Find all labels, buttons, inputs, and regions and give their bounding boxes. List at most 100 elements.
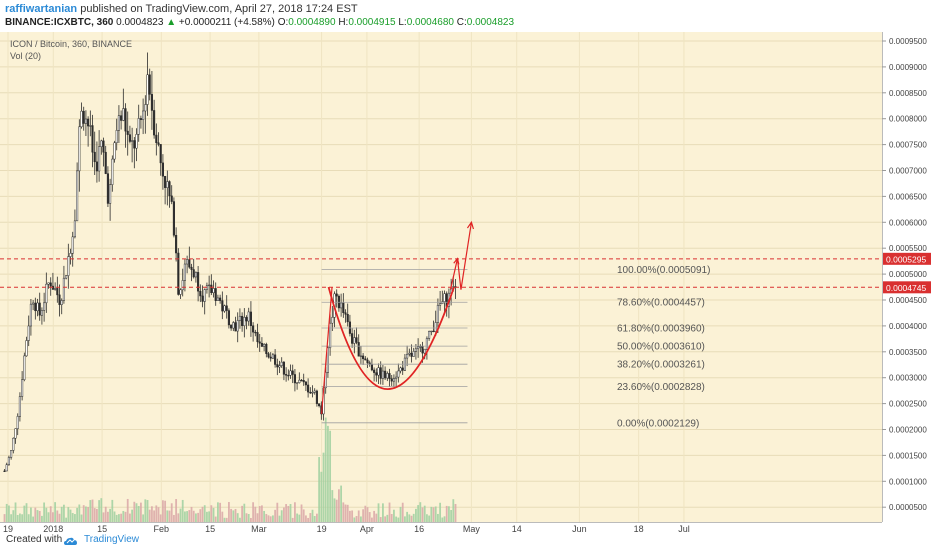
candle-body xyxy=(287,375,290,377)
candle-body xyxy=(199,290,202,297)
candle-body xyxy=(95,161,98,172)
candle-body xyxy=(412,351,415,357)
candle-body xyxy=(124,108,127,132)
candle-body xyxy=(401,367,404,371)
candle-body xyxy=(258,341,261,344)
candle-body xyxy=(192,269,195,278)
candle-body xyxy=(271,354,274,359)
candle-body xyxy=(65,275,68,279)
candle-body xyxy=(439,303,442,306)
candle-body xyxy=(355,337,358,343)
volume-bar xyxy=(243,503,246,522)
volume-bar xyxy=(164,500,167,522)
volume-bar xyxy=(56,510,59,522)
volume-bar xyxy=(203,505,206,522)
volume-bar xyxy=(307,517,310,522)
volume-bar xyxy=(349,510,351,522)
volume-bar xyxy=(331,490,334,522)
candle-body xyxy=(280,361,283,366)
volume-bar xyxy=(406,511,409,522)
volume-bar xyxy=(82,505,85,522)
volume-bar xyxy=(43,502,46,522)
volume-bar xyxy=(342,502,345,522)
volume-bar xyxy=(36,510,39,522)
volume-bar xyxy=(366,507,369,522)
candle-body xyxy=(335,293,338,297)
volume-bar xyxy=(74,514,76,522)
volume-bar xyxy=(401,502,404,522)
volume-bar xyxy=(327,425,329,522)
volume-bar xyxy=(170,503,173,522)
candle-body xyxy=(203,289,206,302)
candle-body xyxy=(131,140,134,142)
volume-bar xyxy=(155,505,158,522)
candle-body xyxy=(16,416,19,429)
symbol-label[interactable]: BINANCE:ICXBTC, 360 xyxy=(5,17,114,28)
volume-bar xyxy=(426,514,428,522)
candle-body xyxy=(329,322,332,349)
time-tick-label: 15 xyxy=(97,524,107,534)
volume-bar xyxy=(322,452,325,522)
volume-bar xyxy=(8,505,10,522)
volume-bar xyxy=(107,511,109,522)
candle-body xyxy=(225,305,228,311)
price-axis[interactable] xyxy=(882,32,932,522)
time-axis[interactable] xyxy=(0,522,882,535)
high-label: H: xyxy=(338,17,349,28)
candle-body xyxy=(263,343,266,347)
volume-bar xyxy=(294,502,296,522)
candle-body xyxy=(278,365,281,368)
price-tick-label: 0.0005000 xyxy=(889,270,927,279)
candle-body xyxy=(190,266,193,270)
candle-body xyxy=(375,372,378,376)
close-label: C: xyxy=(456,17,467,28)
volume-bar xyxy=(93,508,96,522)
level-badge-label: 0.0004745 xyxy=(886,283,926,293)
price-tick-label: 0.0004000 xyxy=(889,322,927,331)
candle-body xyxy=(260,342,263,347)
candle-body xyxy=(25,340,28,357)
candle-body xyxy=(113,142,116,160)
candle-body xyxy=(47,282,50,285)
volume-bar xyxy=(52,512,54,522)
candle-body xyxy=(285,374,288,376)
volume-bar xyxy=(320,471,323,522)
volume-bar xyxy=(291,517,294,522)
candle-body xyxy=(326,347,329,373)
author-link[interactable]: raffiwartanian xyxy=(5,3,78,15)
volume-bar xyxy=(96,508,98,522)
candle-body xyxy=(300,379,303,382)
price-tick-label: 0.0001000 xyxy=(889,477,927,486)
volume-bar xyxy=(3,514,6,522)
time-tick-label: 19 xyxy=(3,524,13,534)
level-badge xyxy=(883,281,931,294)
tradingview-link[interactable]: TradingView xyxy=(84,534,140,545)
volume-bar xyxy=(111,499,114,522)
volume-bar xyxy=(168,510,171,522)
candle-body xyxy=(392,378,395,382)
candle-body xyxy=(102,140,105,153)
candle-body xyxy=(331,317,334,324)
candle-body xyxy=(227,310,230,326)
volume-bar xyxy=(276,502,279,522)
candle-body xyxy=(344,312,347,315)
highlighted-levels: 0.0005295 0.0004745 xyxy=(0,252,931,294)
chart-panel[interactable] xyxy=(0,32,882,522)
volume-bar xyxy=(256,513,259,522)
candle-body xyxy=(441,301,444,304)
candle-body xyxy=(214,288,217,301)
volume-bar xyxy=(338,489,340,522)
candle-body xyxy=(366,359,369,364)
candle-body xyxy=(177,252,180,295)
price-chart[interactable]: 0.0009500 0.0009000 0.0008500 0.0008000 0.00… xyxy=(0,32,932,534)
candle-body xyxy=(150,94,153,111)
volume-bar xyxy=(421,507,424,522)
volume-bar xyxy=(199,509,202,522)
candle-body xyxy=(364,358,367,361)
candle-body xyxy=(234,322,237,332)
volume-bar xyxy=(186,511,189,522)
candle-body xyxy=(89,125,92,127)
volume-bar xyxy=(419,502,422,522)
candle-body xyxy=(428,331,431,339)
volume-bar xyxy=(384,516,387,522)
